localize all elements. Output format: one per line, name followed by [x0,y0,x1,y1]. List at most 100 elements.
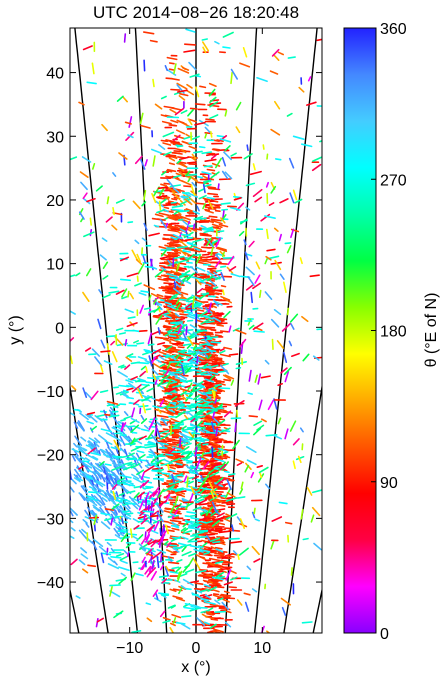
data-point [223,297,232,304]
data-point [120,365,127,369]
data-point [189,544,200,549]
data-point [199,529,209,532]
data-point [206,270,217,279]
colorbar-scale [343,27,377,634]
data-point [201,171,212,175]
data-point [216,230,225,233]
data-point [93,506,100,512]
data-point [179,336,185,341]
data-point [156,548,167,554]
data-point [218,530,231,534]
data-point [111,465,123,471]
data-point [163,269,173,274]
data-point [221,556,228,560]
data-point [260,375,271,379]
data-point [170,107,183,111]
data-point [176,82,188,90]
data-point [96,617,104,623]
colorbar-tick-label: 0 [380,626,389,643]
data-point [195,266,206,272]
data-point [206,186,217,189]
data-point [182,332,187,340]
data-point [193,150,203,154]
data-point [214,546,223,550]
data-point [169,371,178,378]
data-point [167,229,179,233]
data-point [144,443,156,446]
data-point [114,534,122,540]
data-point [143,307,151,310]
data-point [226,503,236,506]
data-point [163,206,170,210]
data-point [208,206,221,209]
data-point [134,239,140,245]
data-point [218,382,226,386]
data-point [192,331,199,337]
data-point [243,239,247,246]
data-point [94,442,100,448]
data-point [175,177,185,183]
y-tick-label: −20 [37,448,64,465]
data-point [166,169,173,173]
data-point [177,570,183,582]
data-point [177,161,187,164]
data-point [216,313,225,317]
data-point [283,366,292,376]
data-point [198,455,209,461]
data-point [172,427,181,430]
data-point [99,254,107,261]
data-point [208,404,216,410]
data-point [143,465,155,473]
data-point [192,394,200,401]
data-point [158,500,168,506]
data-point [161,483,170,486]
data-point [127,221,134,224]
data-point [152,78,155,88]
data-point [154,103,163,110]
data-point [82,291,90,303]
data-point [162,486,175,493]
data-point [95,470,101,475]
data-point [206,615,215,620]
data-point [172,525,180,529]
data-point [117,440,122,447]
data-point [266,248,276,252]
data-point [203,314,210,319]
data-point [131,499,141,508]
data-point [113,436,124,443]
data-point [208,291,220,296]
data-point [230,68,238,80]
data-point [130,572,136,582]
data-point [216,135,225,138]
data-point [110,340,116,346]
data-point [167,456,177,461]
data-point [209,269,218,273]
data-point [130,424,140,433]
data-point [205,305,214,308]
data-point [277,382,284,387]
data-point [184,414,189,420]
data-point [182,529,193,535]
data-point [143,189,147,201]
data-point [131,249,139,261]
data-point [223,410,232,418]
data-point [213,300,223,306]
data-point [292,189,298,201]
data-point [211,237,219,240]
data-point [107,402,119,409]
data-point [194,121,206,126]
data-point [184,173,198,177]
data-point [191,431,201,435]
y-tick-label: 20 [46,193,64,210]
data-point [273,227,279,232]
data-point [204,126,211,133]
data-point [167,464,175,467]
data-point [120,485,129,495]
data-point [117,455,127,459]
data-point [203,400,211,404]
data-point [156,503,164,513]
data-point [245,284,254,291]
data-point [70,355,73,365]
data-point [209,257,220,261]
data-point [270,128,281,136]
